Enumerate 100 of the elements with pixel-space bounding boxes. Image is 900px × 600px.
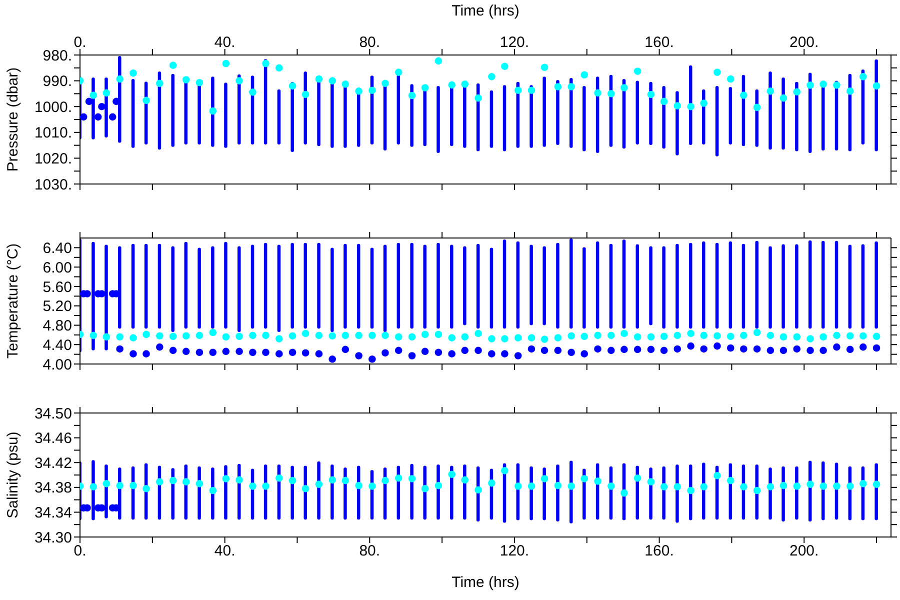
point <box>368 356 376 363</box>
point <box>169 346 177 354</box>
point <box>182 348 190 356</box>
y-tick-label: 1000. <box>34 98 72 116</box>
bar <box>344 244 347 329</box>
point <box>833 343 840 351</box>
bar <box>728 86 732 145</box>
point <box>434 348 442 356</box>
point <box>594 345 602 353</box>
bar <box>198 248 201 329</box>
bar <box>290 242 294 329</box>
bar <box>702 241 706 329</box>
y-tick-label: 5.60 <box>42 278 72 296</box>
bar <box>131 244 135 329</box>
point <box>554 346 562 354</box>
point <box>514 352 522 360</box>
bar <box>396 242 400 329</box>
point <box>328 356 336 363</box>
x-tick-label: 120. <box>500 542 530 560</box>
x-tick-label: 40. <box>214 542 236 560</box>
bar <box>662 246 666 329</box>
y-tick-label: 4.00 <box>42 356 72 374</box>
point <box>501 350 508 358</box>
bar <box>834 240 838 329</box>
bar <box>542 76 546 147</box>
bar <box>490 90 494 148</box>
bar <box>450 244 454 329</box>
bar <box>596 241 600 329</box>
point <box>780 346 788 354</box>
point <box>580 350 588 358</box>
x-tick-label: 0. <box>74 542 86 560</box>
y-axis-title: Salinity (psu) <box>4 432 22 518</box>
bar <box>277 89 281 145</box>
point <box>275 350 283 358</box>
x2-tick-label: 0. <box>74 34 86 51</box>
bar <box>490 248 494 329</box>
bar <box>768 246 772 329</box>
y-axis-title: Temperature (°C) <box>4 243 22 359</box>
x2-tick-label: 40. <box>214 34 236 51</box>
point <box>262 348 270 356</box>
point <box>249 348 256 356</box>
bar <box>556 242 560 329</box>
point <box>116 345 124 353</box>
bar <box>636 244 640 329</box>
y-tick-label: 4.40 <box>42 336 72 354</box>
bar <box>609 244 613 329</box>
point <box>288 348 296 356</box>
point <box>80 113 88 121</box>
bar <box>264 242 268 329</box>
bar <box>436 242 440 329</box>
bar <box>861 244 865 329</box>
x2-tick-label: 200. <box>790 34 819 51</box>
point <box>222 348 230 356</box>
y-tick-label: 4.80 <box>42 318 72 335</box>
point <box>85 98 93 106</box>
y-axis-title: Pressure (dbar) <box>4 67 22 172</box>
x2-tick-label: 160. <box>644 34 674 51</box>
point <box>806 346 814 354</box>
point <box>488 350 496 358</box>
point <box>846 346 854 354</box>
bar <box>463 246 466 326</box>
bar <box>516 241 520 329</box>
point <box>461 346 469 354</box>
bar <box>636 80 640 145</box>
point <box>236 348 243 356</box>
point <box>660 346 668 354</box>
bar <box>715 86 719 156</box>
bar <box>808 240 812 329</box>
bar <box>676 244 679 329</box>
point <box>568 348 575 356</box>
bar <box>582 247 586 329</box>
point <box>528 345 536 353</box>
bar <box>821 240 825 329</box>
y-tick-label: 34.42 <box>34 454 72 472</box>
bar <box>502 85 506 152</box>
point <box>156 343 164 351</box>
bar <box>131 78 135 148</box>
y-tick-label: 1020. <box>34 150 72 168</box>
bar <box>649 246 652 326</box>
point <box>142 350 150 358</box>
point <box>859 343 867 351</box>
y-tick-label: 34.50 <box>34 405 72 422</box>
point <box>394 346 402 354</box>
point <box>634 346 642 354</box>
point <box>753 345 761 353</box>
point <box>108 113 116 121</box>
x-tick-label: 160. <box>644 542 674 560</box>
point <box>607 346 615 354</box>
point <box>302 349 310 357</box>
y-tick-label: 990. <box>42 73 72 90</box>
point <box>94 113 102 121</box>
bar <box>224 82 228 148</box>
bar <box>782 244 785 329</box>
bar <box>410 242 414 329</box>
point <box>382 349 389 357</box>
bar <box>317 242 320 329</box>
x-axis-title: Time (hrs) <box>452 574 520 591</box>
y-tick-label: 34.38 <box>34 480 72 497</box>
point <box>820 346 827 354</box>
point <box>408 352 416 360</box>
